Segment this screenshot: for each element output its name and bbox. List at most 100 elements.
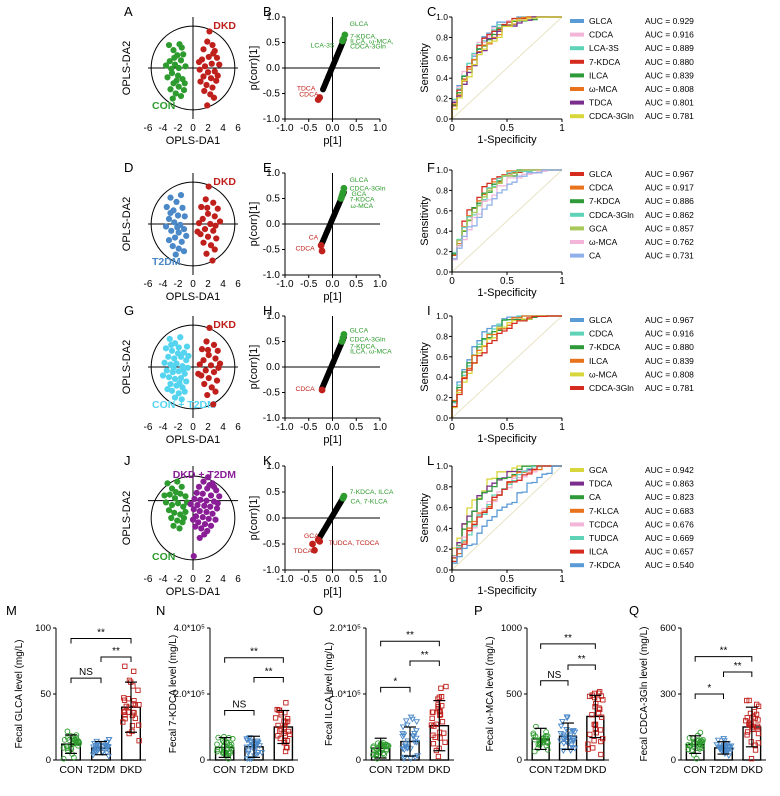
score-point — [200, 357, 207, 364]
legend-label: 7-KLCA — [589, 506, 619, 516]
x-tick-label: -2 — [174, 123, 183, 134]
category-label: T2DM — [709, 764, 738, 776]
data-point — [743, 718, 749, 724]
highlight-point — [311, 546, 318, 554]
score-point — [212, 388, 219, 395]
score-point — [171, 355, 178, 362]
data-point — [399, 731, 407, 737]
data-point — [272, 715, 279, 721]
panel-letter: G — [124, 303, 134, 318]
score-point — [216, 61, 223, 68]
category-label: T2DM — [87, 764, 116, 776]
data-point — [687, 742, 694, 749]
data-point — [753, 711, 760, 718]
roc-curve — [451, 169, 562, 272]
y-tick-label: 0.6 — [436, 503, 448, 513]
data-point — [690, 751, 697, 758]
data-point — [121, 709, 127, 715]
legend-auc: AUC = 0.967 — [645, 169, 694, 179]
score-point — [195, 370, 202, 377]
data-point — [60, 744, 67, 751]
data-point — [744, 697, 750, 704]
x-tick-label: -4 — [159, 279, 168, 290]
legend-label: LCA-3S — [589, 43, 619, 53]
score-point — [205, 515, 212, 522]
dot-bar-plot-M: 0 50 100 Fecal GLCA level (mg/L) CON T2DM DKD N… — [14, 623, 146, 776]
score-point — [201, 380, 208, 388]
score-point — [213, 377, 221, 384]
highlight-point — [317, 242, 325, 249]
score-point — [210, 401, 217, 408]
score-point — [165, 374, 173, 381]
x-tick-label: 1 — [559, 123, 565, 134]
category-label: DKD — [584, 764, 607, 776]
x-axis-title: p[1] — [323, 586, 341, 598]
score-point — [176, 525, 183, 532]
data-point — [402, 718, 410, 725]
data-point — [429, 715, 435, 721]
significance-bracket — [253, 677, 284, 683]
legend-auc: AUC = 0.889 — [645, 43, 694, 53]
data-point — [437, 735, 443, 741]
score-point — [201, 87, 208, 95]
x-axis-title: p[1] — [323, 135, 341, 147]
x-tick-label: 0.5 — [349, 422, 363, 433]
score-point — [165, 237, 173, 244]
chance-diagonal — [451, 169, 563, 273]
x-tick-label: 0 — [190, 574, 196, 585]
data-point — [693, 755, 700, 762]
data-point — [435, 753, 442, 760]
score-point — [206, 324, 213, 331]
significance-label: ** — [97, 628, 105, 639]
score-point — [173, 77, 180, 84]
score-point — [189, 516, 197, 523]
score-point — [200, 478, 207, 485]
x-tick-label: 6 — [235, 279, 241, 290]
score-point — [198, 346, 206, 353]
y-tick-label: 0.2 — [436, 393, 448, 403]
y-tick-label: 0.6 — [436, 206, 448, 216]
score-point — [180, 226, 188, 233]
data-point — [538, 737, 545, 744]
legend-auc: AUC = 0.880 — [645, 57, 694, 67]
category-label: T2DM — [240, 764, 269, 776]
score-point — [215, 364, 222, 371]
legend-auc: AUC = 0.781 — [645, 111, 694, 121]
legend-auc: AUC = 0.839 — [645, 70, 694, 80]
score-point — [172, 488, 179, 496]
data-point — [562, 735, 569, 742]
legend-swatch — [570, 549, 584, 554]
significance-bracket — [567, 664, 596, 670]
y-tick-label: 0.5 — [266, 194, 280, 205]
data-point — [247, 756, 255, 762]
x-tick-label: 0.0 — [326, 279, 340, 290]
score-point — [175, 83, 182, 90]
data-point — [385, 742, 392, 749]
y-tick-label: 0.4 — [436, 226, 448, 236]
data-point — [283, 700, 289, 706]
score-point — [183, 232, 190, 239]
x-tick-label: -0.5 — [300, 123, 318, 134]
group-label: T2DM — [152, 256, 181, 268]
dot-bar-plot-P: 0 500 1000 Fecal ω-MCA level (mg/L) CON T2DM D… — [485, 623, 609, 776]
data-point — [399, 746, 407, 753]
data-point — [752, 742, 758, 748]
roc-curve — [451, 16, 562, 119]
data-point — [135, 687, 141, 693]
data-point — [531, 736, 538, 743]
score-point — [203, 81, 210, 89]
chance-diagonal — [451, 315, 563, 419]
x-tick-label: -1.0 — [276, 574, 294, 585]
legend-swatch — [570, 372, 584, 377]
score-point — [176, 380, 183, 387]
score-point — [198, 203, 205, 211]
score-point — [171, 375, 179, 382]
score-point — [212, 222, 219, 229]
score-point — [209, 84, 216, 91]
data-point — [374, 755, 381, 762]
y-tick-label: 0.8 — [436, 32, 448, 42]
score-point — [180, 248, 188, 255]
legend-swatch — [570, 100, 584, 105]
score-point — [214, 205, 221, 212]
